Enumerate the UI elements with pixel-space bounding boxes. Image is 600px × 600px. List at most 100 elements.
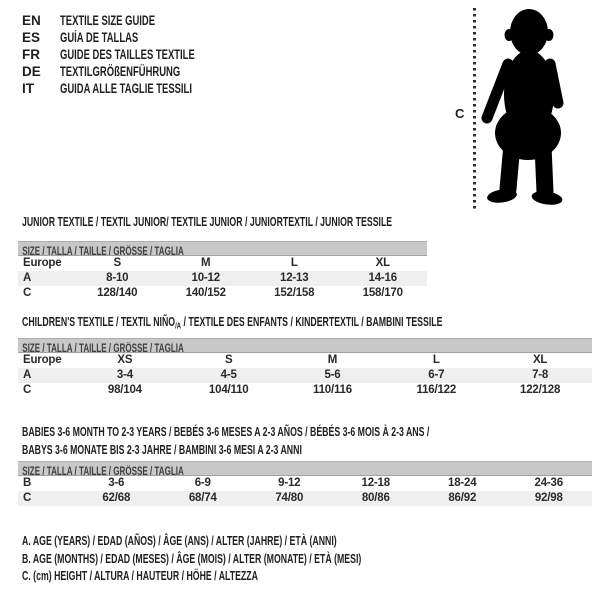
- size-cell: L: [432, 354, 440, 366]
- language-header: EN TEXTILE SIZE GUIDE ES GUÍA DE TALLAS …: [22, 12, 253, 97]
- table-row-height-cm: C 128/140 140/152 152/158 158/170: [18, 286, 427, 301]
- children-size-table: SIZE / TALLA / TAILLE / GRÖSSE / TAGLIA …: [18, 338, 592, 398]
- size-cell: 98/104: [107, 384, 142, 396]
- size-header-bar: SIZE / TALLA / TAILLE / GRÖSSE / TAGLIA: [18, 338, 592, 355]
- lang-label: GUÍA DE TALLAS: [60, 30, 139, 45]
- lang-label: TEXTILE SIZE GUIDE: [60, 13, 156, 28]
- lang-code: EN: [22, 13, 41, 28]
- row-label: Europe: [23, 257, 62, 269]
- footnote-a-text: A. AGE (YEARS) / EDAD (AÑOS) / ÂGE (ANS)…: [22, 534, 337, 548]
- table-row-europe: Europe S M L XL: [18, 256, 427, 271]
- size-cell: 128/140: [97, 287, 138, 299]
- size-cell: 152/158: [274, 287, 315, 299]
- size-cell: 24-36: [534, 477, 564, 489]
- size-cell: M: [327, 354, 338, 366]
- size-header-bar-label: SIZE / TALLA / TAILLE / GRÖSSE / TAGLIA: [22, 466, 184, 478]
- size-cell: 7-8: [532, 369, 549, 381]
- lang-code: ES: [22, 30, 41, 45]
- size-cell: 4-5: [220, 369, 237, 381]
- title-subscript: /A: [175, 320, 182, 331]
- title-prefix: CHILDREN'S TEXTILE / TEXTIL NIÑO: [22, 315, 176, 329]
- table-row-height-cm: C 98/104 104/110 110/116 116/122 122/128: [18, 383, 592, 398]
- footnote-b-text: B. AGE (MONTHS) / EDAD (MESES) / ÂGE (MO…: [22, 551, 362, 566]
- junior-table-title-text: JUNIOR TEXTILE / TEXTIL JUNIOR/ TEXTILE …: [22, 215, 393, 229]
- size-cell: 5-6: [324, 369, 341, 381]
- row-label: C: [23, 384, 32, 396]
- size-cell: 3-4: [116, 369, 133, 381]
- size-cell: S: [113, 257, 122, 269]
- table-row-age-years: A 8-10 10-12 12-13 14-16: [18, 271, 427, 286]
- footnote-c-text: C. (cm) HEIGHT / ALTURA / HAUTEUR / HÖHE…: [22, 569, 258, 583]
- size-cell: 62/68: [102, 492, 131, 504]
- lang-label: GUIDA ALLE TAGLIE TESSILI: [60, 81, 192, 96]
- size-cell: 3-6: [108, 477, 125, 489]
- size-cell: 6-7: [428, 369, 445, 381]
- size-cell: 122/128: [520, 384, 561, 396]
- legend-footnotes: A. AGE (YEARS) / EDAD (AÑOS) / ÂGE (ANS)…: [22, 533, 507, 586]
- size-cell: XL: [375, 257, 390, 269]
- size-header-bar: SIZE / TALLA / TAILLE / GRÖSSE / TAGLIA: [18, 241, 427, 258]
- lang-row-fr: FR GUIDE DES TAILLES TEXTILE: [22, 46, 253, 63]
- row-label: B: [23, 477, 32, 489]
- size-cell: 12-18: [361, 477, 391, 489]
- size-header-bar: SIZE / TALLA / TAILLE / GRÖSSE / TAGLIA: [18, 461, 592, 478]
- table-row-height-cm: C 62/68 68/74 74/80 80/86 86/92 92/98: [18, 491, 592, 506]
- size-cell: 9-12: [278, 477, 301, 489]
- size-cell: M: [201, 257, 211, 269]
- baby-silhouette: [481, 6, 573, 213]
- lang-code: FR: [22, 47, 40, 62]
- size-cell: 68/74: [188, 492, 217, 504]
- lang-row-en: EN TEXTILE SIZE GUIDE: [22, 12, 253, 29]
- size-cell: 8-10: [106, 272, 129, 284]
- lang-code: IT: [22, 81, 34, 96]
- babies-table-title-line2-text: BABYS 3-6 MONATE BIS 2-3 JAHRE / BAMBINI…: [22, 443, 302, 457]
- size-cell: 74/80: [275, 492, 304, 504]
- height-measurement-line: [473, 8, 476, 209]
- footnote-a: A. AGE (YEARS) / EDAD (AÑOS) / ÂGE (ANS)…: [22, 533, 507, 551]
- lang-row-de: DE TEXTILGRÖßENFÜHRUNG: [22, 63, 253, 80]
- row-label: A: [23, 272, 32, 284]
- size-cell: 6-9: [194, 477, 211, 489]
- row-label: Europe: [23, 354, 62, 366]
- size-cell: 110/116: [313, 384, 352, 396]
- size-cell: 10-12: [191, 272, 221, 284]
- lang-row-it: IT GUIDA ALLE TAGLIE TESSILI: [22, 80, 253, 97]
- table-row-europe: Europe XS S M L XL: [18, 353, 592, 368]
- size-cell: 140/152: [185, 287, 226, 299]
- size-header-bar-label: SIZE / TALLA / TAILLE / GRÖSSE / TAGLIA: [22, 246, 184, 258]
- row-label: C: [23, 287, 32, 299]
- lang-code: DE: [22, 64, 41, 79]
- footnote-b: B. AGE (MONTHS) / EDAD (MESES) / ÂGE (MO…: [22, 551, 507, 569]
- size-cell: 14-16: [368, 272, 398, 284]
- footnote-c: C. (cm) HEIGHT / ALTURA / HAUTEUR / HÖHE…: [22, 568, 507, 586]
- children-table-title-text: CHILDREN'S TEXTILE / TEXTIL NIÑO/A / TEX…: [22, 316, 442, 333]
- lang-row-es: ES GUÍA DE TALLAS: [22, 29, 253, 46]
- babies-table-title-line2: BABYS 3-6 MONATE BIS 2-3 JAHRE / BAMBINI…: [22, 444, 422, 457]
- size-cell: XS: [117, 354, 133, 366]
- babies-size-table: SIZE / TALLA / TAILLE / GRÖSSE / TAGLIA …: [18, 461, 592, 506]
- height-label-c: C: [455, 106, 465, 121]
- size-cell: 86/92: [448, 492, 477, 504]
- size-cell: 158/170: [362, 287, 403, 299]
- babies-table-title-line1: BABIES 3-6 MONTH TO 2-3 YEARS / BEBÉS 3-…: [22, 426, 600, 439]
- title-suffix: / TEXTILE DES ENFANTS / KINDERTEXTIL / B…: [181, 315, 443, 329]
- junior-size-table: SIZE / TALLA / TAILLE / GRÖSSE / TAGLIA …: [18, 241, 427, 301]
- size-cell: XL: [532, 354, 548, 366]
- children-table-title: CHILDREN'S TEXTILE / TEXTIL NIÑO/A / TEX…: [22, 316, 600, 331]
- junior-table-title: JUNIOR TEXTILE / TEXTIL JUNIOR/ TEXTILE …: [22, 216, 551, 229]
- row-label: A: [23, 369, 32, 381]
- babies-table-title-line1-text: BABIES 3-6 MONTH TO 2-3 YEARS / BEBÉS 3-…: [22, 425, 430, 439]
- size-cell: 104/110: [208, 384, 249, 396]
- size-cell: S: [224, 354, 233, 366]
- size-cell: 92/98: [534, 492, 563, 504]
- row-label: C: [23, 492, 32, 504]
- size-header-bar-label: SIZE / TALLA / TAILLE / GRÖSSE / TAGLIA: [22, 343, 184, 355]
- size-cell: 116/122: [416, 384, 457, 396]
- size-cell: 18-24: [448, 477, 477, 489]
- size-cell: L: [290, 257, 298, 269]
- size-cell: 12-13: [280, 272, 309, 284]
- lang-label: TEXTILGRÖßENFÜHRUNG: [60, 64, 181, 79]
- size-cell: 80/86: [361, 492, 390, 504]
- table-row-age-years: A 3-4 4-5 5-6 6-7 7-8: [18, 368, 592, 383]
- table-row-age-months: B 3-6 6-9 9-12 12-18 18-24 24-36: [18, 476, 592, 491]
